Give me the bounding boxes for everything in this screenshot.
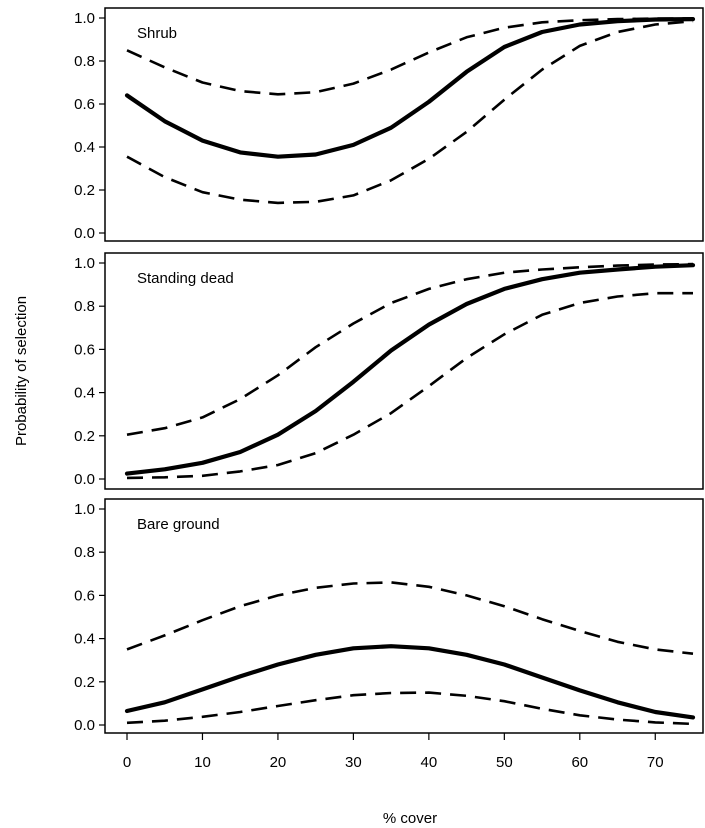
- x-tick-label: 50: [496, 754, 513, 771]
- x-tick-label: 30: [345, 754, 362, 771]
- y-tick-label: 0.2: [74, 428, 95, 445]
- y-tick-label: 0.6: [74, 587, 95, 604]
- panel-title: Standing dead: [137, 270, 234, 287]
- y-tick-label: 0.4: [74, 631, 95, 648]
- panel-frame: [104, 7, 704, 242]
- series-estimate-line: [124, 644, 696, 720]
- y-tick-label: 0.0: [74, 717, 95, 734]
- y-tick-label: 0.0: [74, 225, 95, 242]
- y-tick-label: 0.8: [74, 544, 95, 561]
- panel-frame: [104, 252, 704, 490]
- y-axis-title: Probability of selection: [13, 296, 30, 446]
- panel-title: Bare ground: [137, 516, 220, 533]
- y-tick-label: 0.0: [74, 471, 95, 488]
- x-tick-label: 10: [194, 754, 211, 771]
- panel-title: Shrub: [137, 25, 177, 42]
- panels: 0.0 0.2 0.4 0.6 0.8 1.0 Shrub 0.0 0.2 0.4 0.6 0.8 1.…: [74, 7, 704, 771]
- series-upper-ci-line: [126, 17, 694, 96]
- y-tick-label: 0.8: [74, 298, 95, 315]
- panel-1: 0.0 0.2 0.4 0.6 0.8 1.0 Shrub: [74, 7, 704, 242]
- x-tick-label: 40: [421, 754, 438, 771]
- panel-2: 0.0 0.2 0.4 0.6 0.8 1.0 Standing dead: [74, 252, 704, 490]
- x-tick-label: 0: [123, 754, 131, 771]
- panel-3: 0.0 0.2 0.4 0.6 0.8 1.0 0 10 20 30 40 50 60 70 Bare gr…: [74, 498, 704, 771]
- y-tick-label: 0.6: [74, 96, 95, 113]
- y-tick-label: 0.6: [74, 341, 95, 358]
- series-estimate-line: [124, 263, 696, 476]
- y-tick-label: 0.4: [74, 385, 95, 402]
- x-tick-label: 20: [270, 754, 287, 771]
- y-tick-label: 0.8: [74, 53, 95, 70]
- y-tick-label: 1.0: [74, 10, 95, 27]
- y-tick-label: 0.2: [74, 182, 95, 199]
- x-tick-label: 70: [647, 754, 664, 771]
- y-tick-label: 1.0: [74, 255, 95, 272]
- y-tick-label: 0.2: [74, 674, 95, 691]
- series-estimate-line: [124, 17, 696, 159]
- series-lower-ci-line: [126, 691, 694, 726]
- series-lower-ci-line: [126, 291, 693, 480]
- series-upper-ci-line: [126, 581, 694, 655]
- series-upper-ci-line: [126, 262, 694, 436]
- y-tick-label: 0.4: [74, 139, 95, 156]
- panel-frame: [104, 498, 704, 734]
- y-tick-label: 1.0: [74, 501, 95, 518]
- series-lower-ci-line: [126, 19, 694, 205]
- x-tick-label: 60: [571, 754, 588, 771]
- x-axis-title: % cover: [383, 810, 437, 827]
